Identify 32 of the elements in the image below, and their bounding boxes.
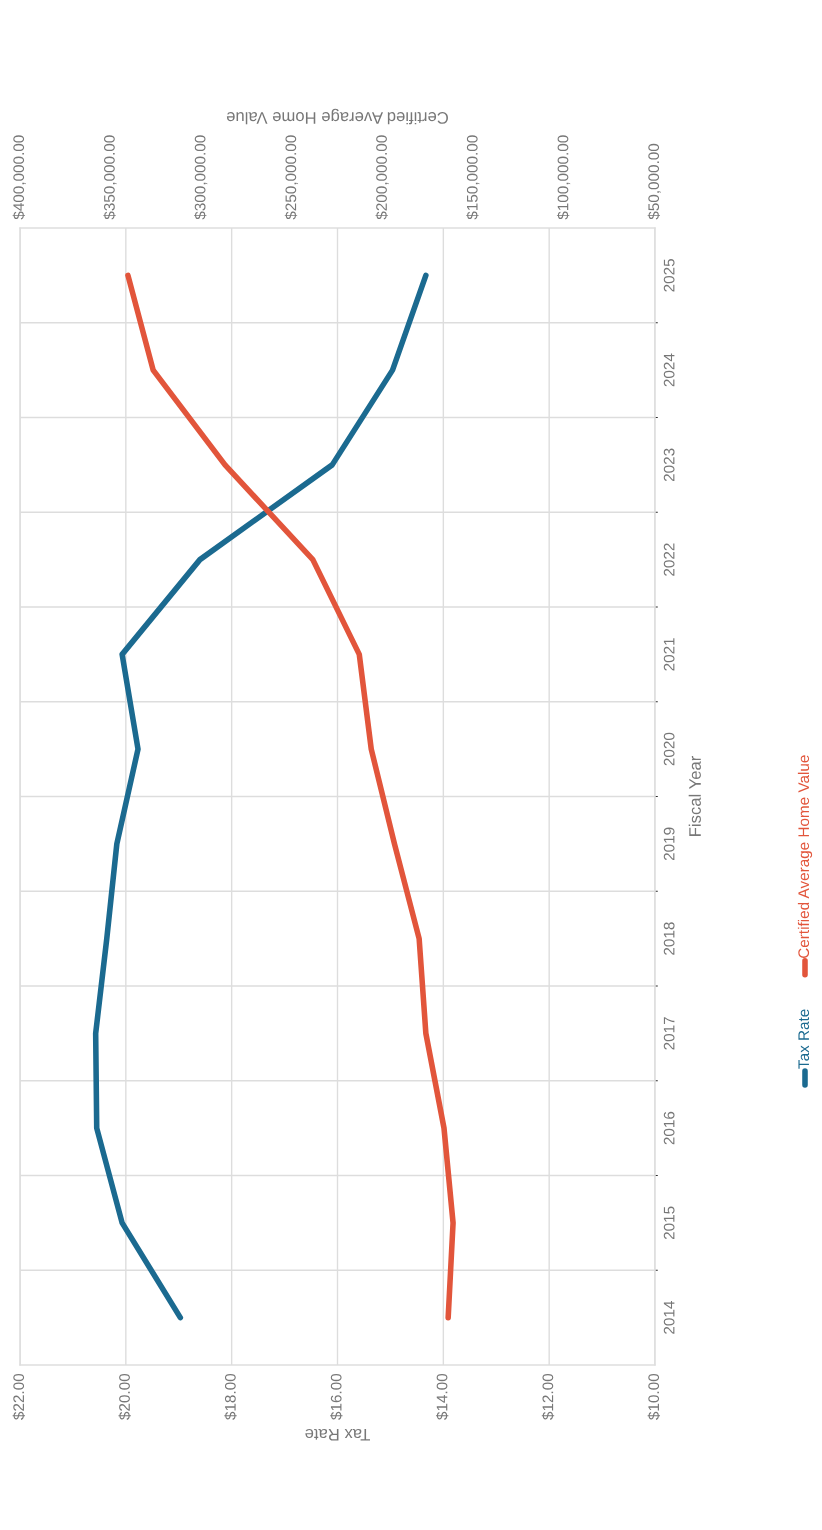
x-tick-label: $16.00 [330, 1373, 343, 1420]
text: Certified Average Home Value [797, 755, 813, 958]
y-tick-label: 2014 [663, 1301, 675, 1334]
x2-axis-title: Certified Average Home Value [226, 108, 448, 125]
x-tick-label: $18.00 [224, 1373, 237, 1420]
x-axis-title: Tax Rate [305, 1428, 371, 1441]
y-tick-label: 2018 [663, 922, 675, 955]
x2-tick-label: $200,000.00 [375, 135, 389, 220]
y-tick-label: 2021 [663, 638, 675, 671]
x-tick-label: $10.00 [647, 1373, 661, 1420]
x-tick-label: $14.00 [435, 1373, 449, 1420]
x2-tick-label: $50,000.00 [647, 143, 661, 220]
y-tick-label: 2019 [663, 827, 675, 861]
x-tick-label: $22.00 [12, 1373, 26, 1420]
y-tick-label: 2016 [663, 1111, 675, 1145]
x-tick-label: $12.00 [541, 1373, 555, 1420]
x2-tick-label: $100,000.00 [556, 135, 571, 220]
x-tick-label: $20.00 [118, 1373, 131, 1420]
y-tick-label: 2015 [663, 1206, 675, 1240]
y-tick-label: 2022 [663, 543, 675, 576]
y-tick-label: 2024 [663, 353, 675, 387]
x2-tick-label: $400,000.00 [12, 135, 26, 220]
y-axis-title: Fiscal Year [688, 756, 701, 836]
y-tick-label: 2023 [663, 448, 675, 482]
text: Tax Rate [798, 1009, 810, 1069]
x2-tick-label: $300,000.00 [194, 135, 208, 220]
x2-tick-label: $350,000.00 [103, 135, 117, 220]
x2-tick-label: $150,000.00 [466, 135, 480, 220]
y-tick-label: 2020 [663, 732, 675, 766]
y-tick-label: 2017 [663, 1017, 675, 1050]
y-tick-label: 2025 [663, 259, 675, 292]
x2-tick-label: $250,000.00 [284, 135, 299, 220]
